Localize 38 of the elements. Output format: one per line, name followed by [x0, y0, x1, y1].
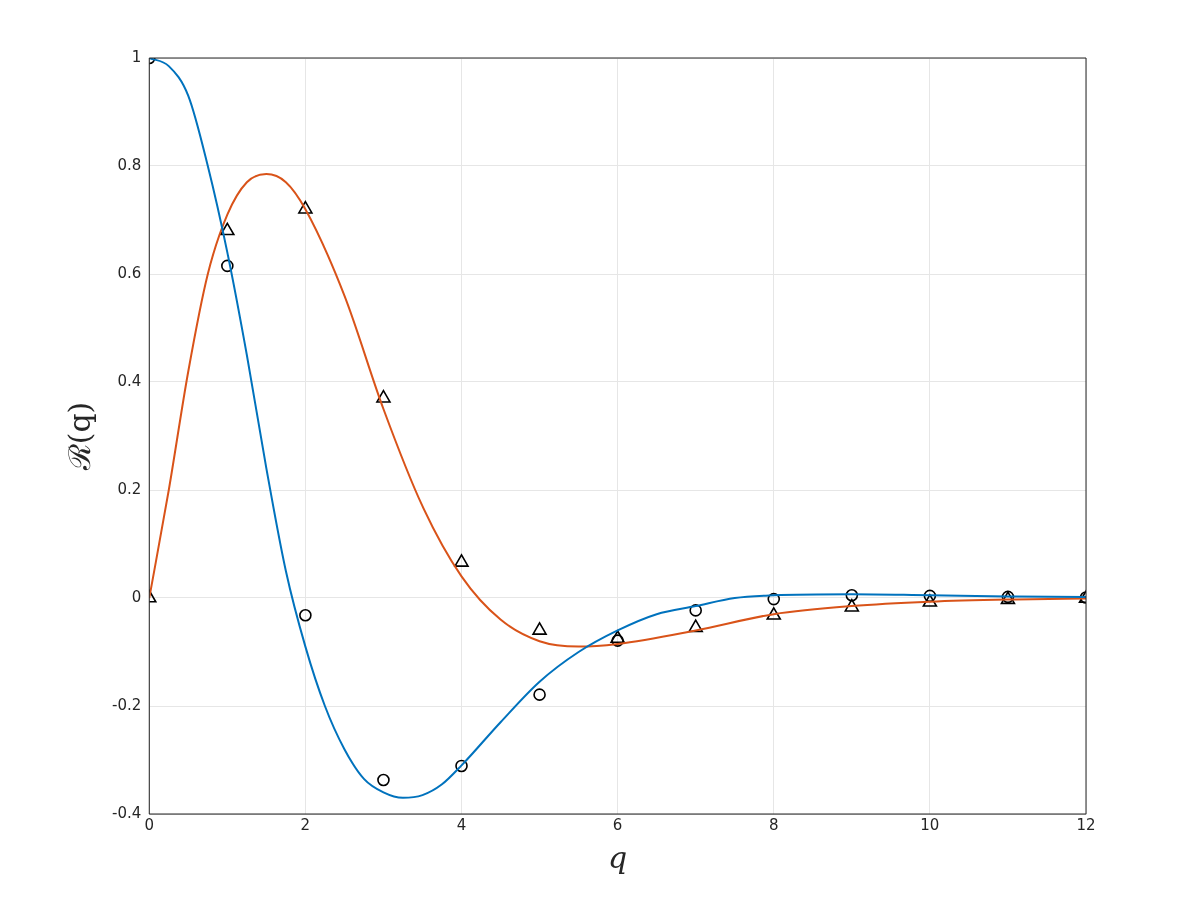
point — [845, 589, 859, 602]
y-tick-label: -0.2 — [111, 695, 142, 714]
x-tick-label: 12 — [1076, 815, 1096, 834]
y-axis-title: ℛ(q) — [61, 401, 97, 472]
point — [844, 598, 860, 612]
point — [454, 554, 469, 567]
point — [298, 200, 313, 214]
x-tick-label: 6 — [612, 815, 623, 834]
point — [689, 604, 702, 617]
point — [221, 259, 234, 273]
y-tick-label: 0 — [131, 587, 142, 606]
line-series — [149, 173, 1086, 648]
x-tick-label: 8 — [768, 815, 779, 834]
x-tick-label: 0 — [144, 815, 155, 834]
point — [532, 622, 547, 635]
y-tick-label: 0.4 — [117, 371, 142, 390]
point — [220, 222, 235, 236]
point — [688, 619, 703, 633]
point — [610, 630, 625, 644]
point — [299, 608, 312, 622]
point — [611, 634, 624, 647]
point — [376, 389, 391, 403]
y-tick-label: 0.6 — [117, 263, 142, 282]
point — [533, 688, 546, 701]
y-tick-label: 0.2 — [117, 479, 142, 498]
point — [767, 592, 781, 606]
point — [923, 589, 937, 603]
x-tick-label: 2 — [300, 815, 311, 834]
point — [377, 773, 390, 787]
x-tick-label: 10 — [920, 815, 940, 834]
point — [455, 759, 468, 773]
y-tick-label: 1 — [131, 47, 142, 66]
y-tick-label: 0.8 — [117, 155, 142, 174]
point — [922, 594, 938, 607]
y-tick-label: -0.4 — [111, 803, 142, 822]
point — [766, 606, 782, 620]
x-axis-title: q — [608, 839, 628, 875]
x-tick-label: 4 — [456, 815, 467, 834]
